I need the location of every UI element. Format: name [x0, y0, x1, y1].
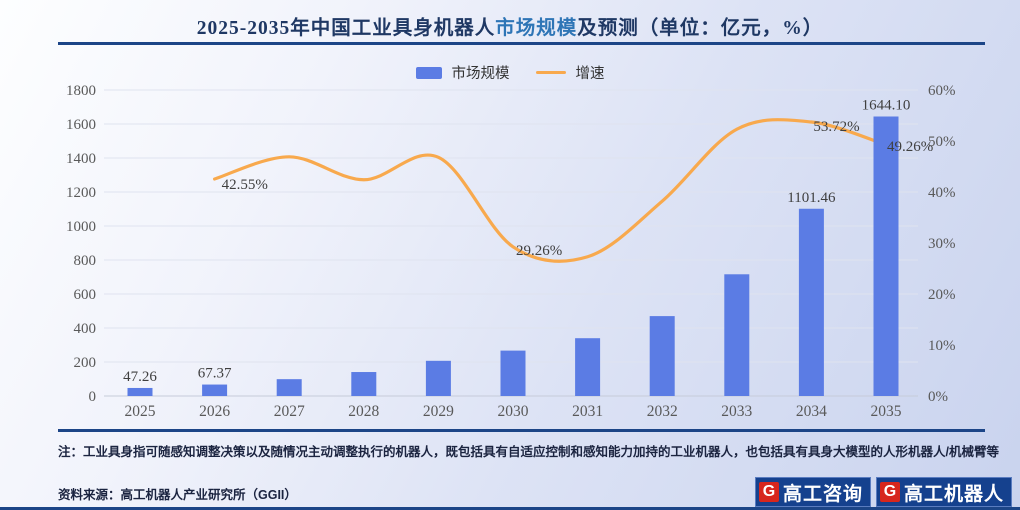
right-axis-tick: 30%: [928, 236, 956, 252]
logo-text: 高工机器人: [903, 483, 1004, 505]
title-suffix: 及预测（单位：亿元，%）: [577, 18, 824, 39]
growth-line: [213, 118, 888, 263]
line-value-label: 29.26%: [516, 243, 562, 259]
title-prefix: 2025-2035年中国工业具身机器人: [196, 18, 496, 39]
line-value-label: 49.26%: [887, 139, 933, 155]
bar-2026: [202, 384, 228, 396]
bar-2032: [649, 316, 675, 396]
left-axis-tick: 200: [74, 355, 97, 371]
logo-gaogong-robot: G 高工机器人: [875, 477, 1012, 507]
brand-logos: G 高工咨询 G 高工机器人: [754, 477, 1012, 507]
left-axis-tick: 1600: [66, 117, 96, 133]
right-axis-tick: 50%: [928, 134, 956, 150]
x-axis-tick: 2033: [721, 403, 752, 420]
bar-2027: [276, 379, 302, 396]
x-axis-tick: 2026: [199, 403, 230, 420]
legend-line-swatch-icon: [535, 71, 566, 74]
bar-2034: [798, 208, 824, 396]
bar-value-label: 1101.46: [787, 190, 836, 206]
left-axis-tick: 800: [74, 253, 97, 269]
bar-2025: [127, 387, 153, 396]
right-axis-tick: 60%: [928, 83, 956, 99]
note-divider: [58, 429, 985, 432]
right-axis-tick: 10%: [928, 338, 956, 354]
x-axis-tick: 2029: [423, 403, 454, 420]
bar-2030: [500, 350, 526, 396]
left-axis-tick: 1200: [66, 185, 96, 201]
x-axis-tick: 2025: [125, 403, 156, 420]
logo-g-icon: G: [879, 482, 900, 502]
title-divider: [58, 42, 985, 45]
legend-line-label: 增速: [575, 66, 605, 82]
bar-value-label: 1644.10: [862, 98, 911, 114]
logo-text: 高工咨询: [782, 483, 863, 505]
right-axis-tick: 20%: [928, 287, 956, 303]
legend-bar-label: 市场规模: [451, 66, 510, 82]
left-axis-tick: 1800: [66, 83, 96, 99]
x-axis-tick: 2035: [871, 403, 902, 420]
logo-gaogong-consulting: G 高工咨询: [754, 477, 871, 507]
left-axis-tick: 400: [74, 321, 97, 337]
source-line: 资料来源：高工机器人产业研究所（GGII）: [58, 488, 297, 502]
left-axis-tick: 1400: [66, 151, 96, 167]
bottom-border: [0, 507, 1020, 510]
x-axis-tick: 2027: [274, 403, 305, 420]
bar-value-label: 47.26: [123, 369, 157, 385]
page-title: 2025-2035年中国工业具身机器人市场规模及预测（单位：亿元，%）: [0, 11, 1020, 40]
x-axis-tick: 2034: [796, 403, 827, 420]
chart-legend: 市场规模 增速: [0, 62, 1020, 83]
bar-2031: [575, 338, 601, 396]
bar-2028: [351, 372, 377, 396]
footnote: 注：工业具身指可随感知调整决策以及随情况主动调整执行的机器人，既包括具有自适应控…: [58, 445, 999, 459]
bar-2035: [873, 116, 899, 397]
left-axis-tick: 1000: [66, 219, 96, 235]
x-axis-tick: 2032: [647, 403, 678, 420]
x-axis-tick: 2028: [348, 403, 379, 420]
bar-2033: [724, 274, 750, 396]
logo-g-icon: G: [758, 482, 779, 502]
line-value-label: 53.72%: [813, 119, 859, 135]
right-axis-tick: 0%: [928, 389, 948, 405]
bar-2029: [425, 360, 451, 396]
left-axis-tick: 0: [89, 389, 97, 405]
x-axis-tick: 2031: [572, 403, 603, 420]
bar-value-label: 67.37: [198, 366, 232, 382]
legend-bar-swatch-icon: [415, 66, 442, 79]
left-axis-tick: 600: [74, 287, 97, 303]
line-value-label: 42.55%: [222, 177, 268, 193]
x-axis-tick: 2030: [498, 403, 529, 420]
title-highlight: 市场规模: [495, 18, 578, 39]
right-axis-tick: 40%: [928, 185, 956, 201]
